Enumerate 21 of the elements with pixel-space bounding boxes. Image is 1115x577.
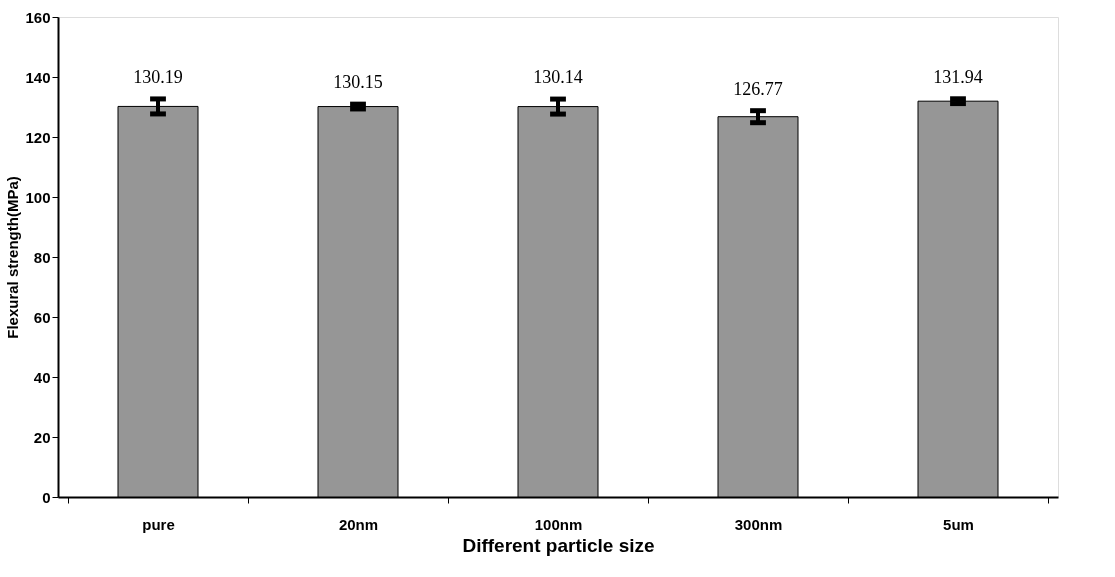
x-tick-label: 300nm bbox=[734, 515, 783, 533]
data-label: 130.19 bbox=[133, 66, 183, 87]
y-tick-label: 100 bbox=[25, 188, 51, 206]
x-tick-label: pure bbox=[142, 515, 175, 533]
y-tick-label: 40 bbox=[33, 368, 51, 386]
y-tick-label: 20 bbox=[33, 428, 51, 446]
x-axis-title: Different particle size bbox=[462, 534, 655, 556]
y-tick-label: 120 bbox=[25, 128, 51, 146]
x-tick-label: 5um bbox=[943, 515, 974, 533]
y-tick-label: 0 bbox=[42, 488, 51, 506]
y-tick-label: 160 bbox=[25, 8, 51, 26]
data-label: 130.15 bbox=[333, 72, 383, 93]
y-axis-title: Flexural strength(MPa) bbox=[4, 176, 22, 339]
data-label: 126.77 bbox=[733, 78, 783, 99]
data-label: 131.94 bbox=[933, 66, 983, 87]
data-label: 130.14 bbox=[533, 67, 583, 88]
x-tick-label: 100nm bbox=[534, 515, 583, 533]
y-tick-label: 80 bbox=[33, 248, 51, 266]
y-tick-label: 140 bbox=[25, 68, 51, 86]
y-tick-label: 60 bbox=[33, 308, 51, 326]
x-tick-label: 20nm bbox=[338, 515, 379, 533]
